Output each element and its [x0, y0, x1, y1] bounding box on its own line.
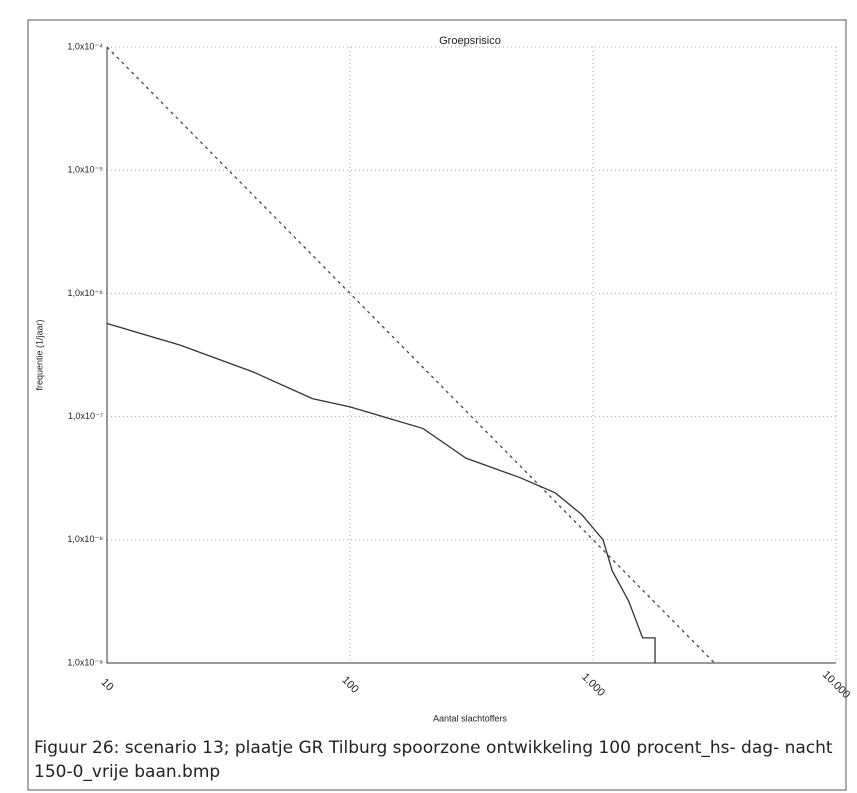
y-tick-label: 1,0x10⁻⁷	[68, 411, 103, 421]
x-tick-label: 10.000	[820, 669, 852, 701]
x-tick-label: 100	[339, 674, 360, 695]
x-tick-label: 1.000	[579, 671, 607, 699]
y-tick-label: 1,0x10⁻⁹	[67, 657, 103, 667]
y-tick-label: 1,0x10⁻⁸	[67, 534, 103, 544]
y-axis-label: frequentie (1/jaar)	[34, 319, 44, 390]
y-tick-label: 1,0x10⁻⁴	[67, 41, 103, 51]
chart-title: Groepsrisico	[439, 35, 501, 47]
axes	[106, 47, 836, 664]
y-tick-label: 1,0x10⁻⁵	[67, 165, 103, 175]
series-line	[106, 322, 656, 663]
caption: Figuur 26: scenario 13; plaatje GR Tilbu…	[34, 738, 833, 782]
x-tick-label: 10	[98, 676, 115, 693]
frame	[27, 19, 847, 791]
series-line	[106, 46, 715, 664]
x-axis-label: Aantal slachtoffers	[433, 713, 507, 723]
y-tick-label: 1,0x10⁻⁶	[68, 288, 104, 298]
